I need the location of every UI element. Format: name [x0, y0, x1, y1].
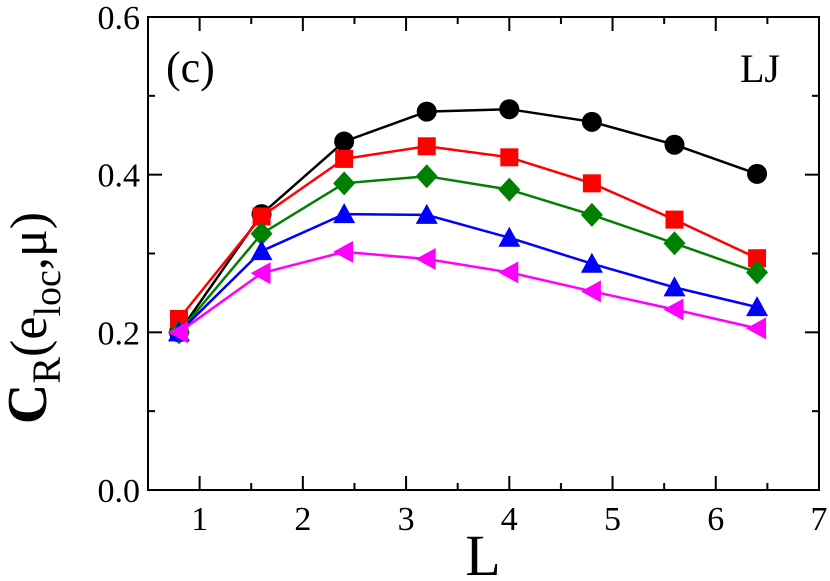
data-point-triangle-left — [580, 280, 601, 303]
data-point-diamond — [580, 202, 603, 227]
data-point-triangle-up — [663, 276, 686, 297]
series-group — [167, 99, 769, 345]
data-point-square — [665, 210, 684, 229]
y-axis-title: CR(eloc,μ) — [0, 212, 69, 424]
data-point-triangle-left — [746, 317, 767, 340]
y-tick-label: 0.6 — [98, 0, 141, 37]
data-point-triangle-up — [498, 226, 521, 247]
x-tick-label: 3 — [398, 501, 415, 538]
plot-frame — [147, 16, 820, 491]
x-tick-label: 6 — [707, 501, 724, 538]
data-point-circle — [747, 163, 768, 184]
series-line — [178, 212, 758, 334]
data-point-triangle-left — [663, 298, 684, 321]
y-tick-label: 0.2 — [98, 315, 141, 352]
x-tick-label: 2 — [294, 501, 311, 538]
series-square — [169, 137, 767, 328]
data-point-triangle-left — [333, 240, 354, 263]
series-line — [177, 107, 758, 334]
data-point-square — [582, 174, 601, 193]
data-point-square — [335, 149, 354, 168]
y-axis-title-close: ,μ) — [1, 212, 58, 270]
annotation-label: LJ — [740, 46, 780, 91]
series-line — [178, 250, 758, 334]
data-point-diamond — [498, 177, 521, 202]
data-point-diamond — [746, 260, 769, 285]
data-point-triangle-up — [415, 203, 438, 224]
data-point-square — [417, 137, 436, 156]
y-axis-title-open: (e — [1, 317, 58, 357]
y-tick-label: 0.4 — [98, 158, 141, 195]
series-line — [178, 145, 758, 320]
data-point-triangle-up — [250, 240, 273, 261]
data-point-diamond — [663, 231, 686, 256]
data-point-triangle-left — [415, 248, 436, 271]
y-axis-title-group: CR(eloc,μ) — [0, 212, 69, 424]
x-tick-label: 4 — [501, 501, 518, 538]
data-point-triangle-left — [250, 262, 271, 285]
x-tick-label: 7 — [811, 501, 828, 538]
data-point-diamond — [415, 164, 438, 189]
x-tick-label: 5 — [604, 501, 621, 538]
data-point-diamond — [250, 221, 273, 246]
data-point-circle — [499, 99, 520, 120]
series-line — [178, 174, 758, 334]
data-point-diamond — [333, 171, 356, 196]
data-point-circle — [581, 111, 602, 132]
x-axis-title: L — [465, 523, 500, 581]
data-point-triangle-left — [167, 321, 188, 344]
y-axis-title-sub: loc — [27, 270, 69, 316]
data-point-triangle-up — [580, 252, 603, 273]
data-point-circle — [416, 101, 437, 122]
data-point-square — [169, 309, 188, 328]
series-triangle-left — [167, 240, 767, 344]
data-point-triangle-up — [333, 203, 356, 224]
y-axis-title-main: C — [0, 384, 59, 424]
data-point-triangle-up — [746, 296, 769, 317]
axes: 1 2 3 4 5 6 7 0.0 0.2 0.4 0.6 — [98, 0, 828, 538]
data-point-square — [748, 249, 767, 268]
data-point-square — [500, 148, 519, 167]
y-axis-title-main-sub: R — [24, 357, 69, 384]
data-point-triangle-left — [498, 261, 519, 284]
panel-label: (c) — [166, 43, 215, 92]
data-point-circle — [334, 131, 355, 152]
x-tick-label: 1 — [191, 501, 208, 538]
data-point-circle — [664, 134, 685, 155]
y-tick-label: 0.0 — [98, 473, 141, 510]
data-point-square — [252, 207, 271, 226]
